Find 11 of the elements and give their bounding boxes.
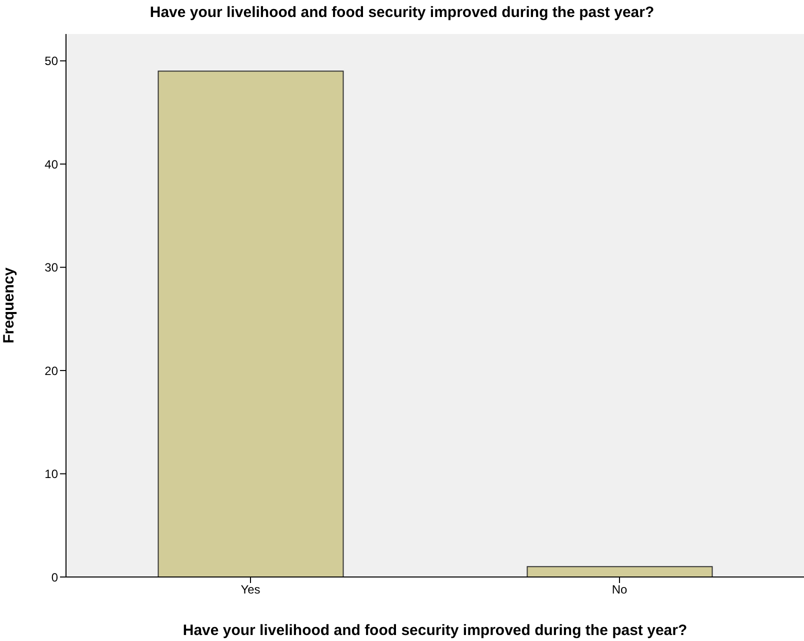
y-tick-label: 50 xyxy=(44,54,58,68)
x-axis-title: Have your livelihood and food security improved during the past year? xyxy=(182,622,688,639)
y-tick-label: 30 xyxy=(44,260,58,275)
x-tick-label: Yes xyxy=(240,582,260,597)
chart-title: Have your livelihood and food security improved during the past year? xyxy=(148,4,656,21)
y-tick-label: 0 xyxy=(51,570,58,584)
y-axis-title: Frequency xyxy=(0,266,18,344)
y-tick-label: 10 xyxy=(44,467,58,482)
x-tick-label: No xyxy=(612,582,628,597)
y-tick-label: 20 xyxy=(44,364,58,378)
y-tick-label: 40 xyxy=(44,157,58,172)
